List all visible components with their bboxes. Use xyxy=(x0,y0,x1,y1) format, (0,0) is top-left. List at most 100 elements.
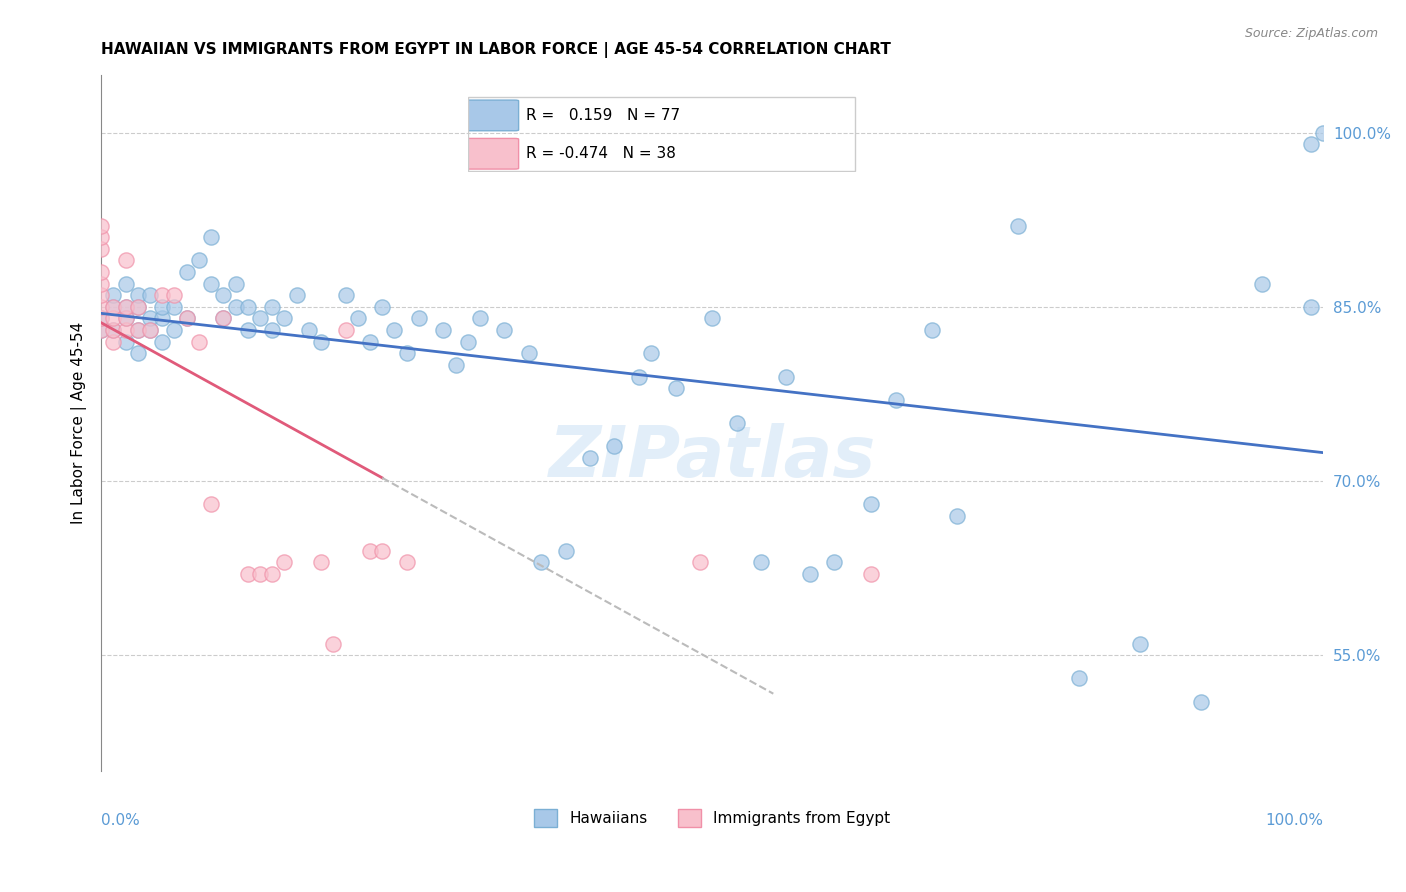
Point xyxy=(200,277,222,291)
Point xyxy=(127,323,149,337)
Point xyxy=(775,369,797,384)
Point xyxy=(103,300,125,314)
Point xyxy=(200,230,222,244)
Point xyxy=(298,323,321,337)
Point xyxy=(90,311,112,326)
Point xyxy=(640,346,662,360)
Point xyxy=(187,253,209,268)
Text: 100.0%: 100.0% xyxy=(1265,814,1323,828)
Point xyxy=(176,311,198,326)
Text: ZIPatlas: ZIPatlas xyxy=(548,424,876,492)
Point xyxy=(517,346,540,360)
Point xyxy=(799,566,821,581)
Point xyxy=(371,543,394,558)
Point xyxy=(90,219,112,233)
Point xyxy=(457,334,479,349)
Point xyxy=(150,334,173,349)
Point xyxy=(359,543,381,558)
Point xyxy=(114,334,136,349)
Text: Source: ZipAtlas.com: Source: ZipAtlas.com xyxy=(1244,27,1378,40)
Point xyxy=(114,311,136,326)
Point xyxy=(860,497,883,511)
Point xyxy=(1067,672,1090,686)
Point xyxy=(139,288,162,302)
Point xyxy=(163,300,186,314)
Point xyxy=(127,346,149,360)
Point xyxy=(236,323,259,337)
Point xyxy=(249,311,271,326)
Legend: Hawaiians, Immigrants from Egypt: Hawaiians, Immigrants from Egypt xyxy=(529,803,897,833)
Point xyxy=(127,288,149,302)
Point xyxy=(150,311,173,326)
Point xyxy=(176,265,198,279)
Point xyxy=(127,323,149,337)
Point xyxy=(225,277,247,291)
Point xyxy=(1251,277,1274,291)
Point xyxy=(395,555,418,569)
Point xyxy=(114,300,136,314)
Point xyxy=(187,334,209,349)
Point xyxy=(139,323,162,337)
Point xyxy=(90,323,112,337)
Point xyxy=(432,323,454,337)
Point xyxy=(90,265,112,279)
Point xyxy=(90,311,112,326)
Point xyxy=(103,334,125,349)
Point xyxy=(335,288,357,302)
Point xyxy=(273,555,295,569)
Point xyxy=(273,311,295,326)
Point xyxy=(262,300,284,314)
Point xyxy=(494,323,516,337)
Point xyxy=(139,311,162,326)
Point xyxy=(114,277,136,291)
Point xyxy=(384,323,406,337)
Point xyxy=(103,300,125,314)
Point xyxy=(90,300,112,314)
Point xyxy=(114,300,136,314)
Point xyxy=(603,439,626,453)
Point xyxy=(225,300,247,314)
Point xyxy=(176,311,198,326)
Point xyxy=(90,230,112,244)
Point xyxy=(90,288,112,302)
Point xyxy=(444,358,467,372)
Point xyxy=(468,311,491,326)
Point xyxy=(579,450,602,465)
Point xyxy=(702,311,724,326)
Point xyxy=(921,323,943,337)
Point xyxy=(90,242,112,256)
Point xyxy=(236,300,259,314)
Point xyxy=(212,311,235,326)
Point xyxy=(200,497,222,511)
Point xyxy=(163,288,186,302)
Point xyxy=(945,508,967,523)
Point xyxy=(627,369,650,384)
Point xyxy=(309,555,332,569)
Point xyxy=(346,311,368,326)
Point xyxy=(139,323,162,337)
Point xyxy=(371,300,394,314)
Point xyxy=(127,300,149,314)
Point xyxy=(103,311,125,326)
Point xyxy=(1007,219,1029,233)
Point xyxy=(90,323,112,337)
Point xyxy=(884,392,907,407)
Point xyxy=(725,416,748,430)
Point xyxy=(395,346,418,360)
Point xyxy=(322,637,344,651)
Point xyxy=(114,323,136,337)
Point xyxy=(530,555,553,569)
Y-axis label: In Labor Force | Age 45-54: In Labor Force | Age 45-54 xyxy=(72,322,87,524)
Point xyxy=(212,311,235,326)
Point xyxy=(554,543,576,558)
Point xyxy=(1299,300,1322,314)
Point xyxy=(114,311,136,326)
Point xyxy=(90,277,112,291)
Point xyxy=(1312,126,1334,140)
Point xyxy=(664,381,686,395)
Point xyxy=(359,334,381,349)
Point xyxy=(114,253,136,268)
Point xyxy=(236,566,259,581)
Point xyxy=(262,323,284,337)
Point xyxy=(285,288,308,302)
